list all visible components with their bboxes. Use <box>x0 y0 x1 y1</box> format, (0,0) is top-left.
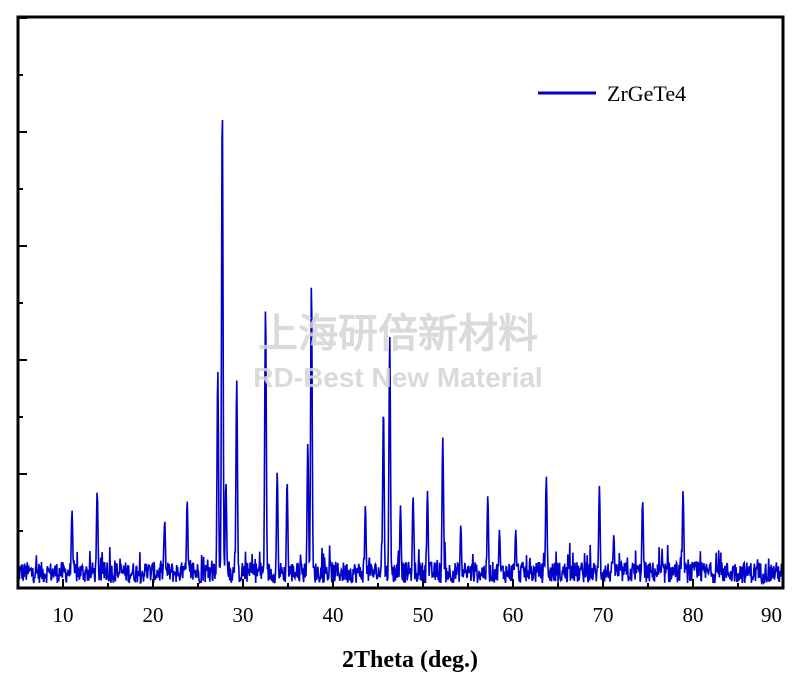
x-tick-label-30: 30 <box>233 603 254 627</box>
x-tick-label-80: 80 <box>683 603 704 627</box>
x-tick-label-10: 10 <box>53 603 74 627</box>
x-tick-label-20: 20 <box>143 603 164 627</box>
series-line-zrgete4 <box>17 119 784 586</box>
x-tick-label-40: 40 <box>323 603 344 627</box>
x-tick-labels: 10 20 30 40 50 60 70 80 90 <box>53 603 783 627</box>
series-layer <box>17 119 784 586</box>
x-tick-label-90: 90 <box>761 603 782 627</box>
watermark-english: RD-Best New Material <box>253 362 542 393</box>
watermark-chinese: 上海研倍新材料 <box>258 311 538 357</box>
x-tick-label-50: 50 <box>413 603 434 627</box>
x-tick-label-70: 70 <box>593 603 614 627</box>
legend: ZrGeTe4 <box>538 81 686 106</box>
watermark: 上海研倍新材料 RD-Best New Material <box>253 311 542 393</box>
legend-label: ZrGeTe4 <box>607 81 686 106</box>
x-axis-title: 2Theta (deg.) <box>342 647 478 673</box>
x-tick-label-60: 60 <box>503 603 524 627</box>
axes <box>16 15 785 590</box>
